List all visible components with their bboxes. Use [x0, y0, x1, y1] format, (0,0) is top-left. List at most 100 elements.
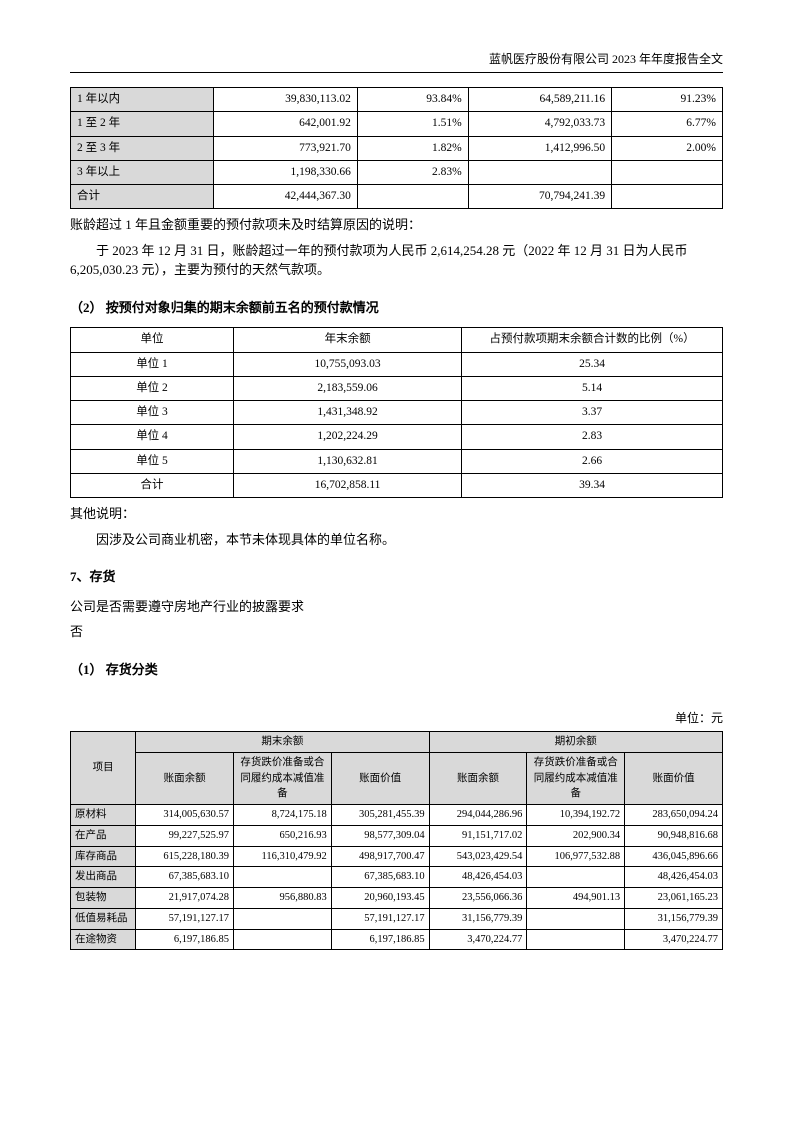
table-cell: 98,577,309.04 — [331, 825, 429, 846]
table-cell: 305,281,455.39 — [331, 805, 429, 826]
table-cell: 106,977,532.88 — [527, 846, 625, 867]
page-header: 蓝帆医疗股份有限公司 2023 年年度报告全文 — [70, 50, 723, 73]
table-cell: 202,900.34 — [527, 825, 625, 846]
table-cell — [233, 929, 331, 950]
t3-gh2: 期初余额 — [429, 732, 722, 753]
table-cell: 1,202,224.29 — [234, 425, 462, 449]
table-cell: 3,470,224.77 — [625, 929, 723, 950]
table-cell: 2.00% — [612, 136, 723, 160]
inventory-table: 项目 期末余额 期初余额 账面余额 存货跌价准备或合同履约成本减值准备 账面价值… — [70, 731, 723, 950]
sub1-title: （1） 存货分类 — [70, 660, 723, 680]
table-cell: 615,228,180.39 — [136, 846, 234, 867]
t3-gh1: 期末余额 — [136, 732, 429, 753]
table-cell: 2.83 — [462, 425, 723, 449]
table-cell: 1,130,632.81 — [234, 449, 462, 473]
table-cell: 956,880.83 — [233, 888, 331, 909]
t3-sh2: 账面价值 — [331, 752, 429, 804]
table-cell: 39.34 — [462, 473, 723, 497]
t2-h0: 单位 — [71, 328, 234, 352]
table-cell: 67,385,683.10 — [331, 867, 429, 888]
table-cell: 498,917,700.47 — [331, 846, 429, 867]
table-cell: 1.82% — [357, 136, 468, 160]
table-cell: 57,191,127.17 — [136, 908, 234, 929]
section2-title: （2） 按预付对象归集的期末余额前五名的预付款情况 — [70, 298, 723, 318]
table-cell: 在产品 — [71, 825, 136, 846]
table-cell: 91.23% — [612, 88, 723, 112]
table-cell: 6,197,186.85 — [136, 929, 234, 950]
table-cell: 283,650,094.24 — [625, 805, 723, 826]
table-cell: 91,151,717.02 — [429, 825, 527, 846]
t2-h1: 年末余额 — [234, 328, 462, 352]
other-note-label: 其他说明： — [70, 504, 723, 524]
table-cell: 23,556,066.36 — [429, 888, 527, 909]
t3-sh5: 账面价值 — [625, 752, 723, 804]
t3-sh0: 账面余额 — [136, 752, 234, 804]
table-cell: 3.37 — [462, 401, 723, 425]
table-cell: 70,794,241.39 — [468, 185, 611, 209]
table-cell: 494,901.13 — [527, 888, 625, 909]
table-cell: 1.51% — [357, 112, 468, 136]
table-cell: 93.84% — [357, 88, 468, 112]
table-cell: 2.66 — [462, 449, 723, 473]
table-cell: 单位 4 — [71, 425, 234, 449]
req-question: 公司是否需要遵守房地产行业的披露要求 — [70, 597, 723, 617]
table-cell: 3,470,224.77 — [429, 929, 527, 950]
table-cell: 99,227,525.97 — [136, 825, 234, 846]
table-cell — [612, 160, 723, 184]
table-cell: 31,156,779.39 — [625, 908, 723, 929]
table-cell: 单位 2 — [71, 376, 234, 400]
aging-table: 1 年以内39,830,113.0293.84%64,589,211.1691.… — [70, 87, 723, 209]
table-cell — [527, 929, 625, 950]
table-cell: 116,310,479.92 — [233, 846, 331, 867]
table-cell: 1 至 2 年 — [71, 112, 214, 136]
table-cell — [612, 185, 723, 209]
table-cell: 1,198,330.66 — [214, 160, 357, 184]
table-cell: 低值易耗品 — [71, 908, 136, 929]
table-cell: 48,426,454.03 — [625, 867, 723, 888]
table-cell: 39,830,113.02 — [214, 88, 357, 112]
table-cell: 314,005,630.57 — [136, 805, 234, 826]
table-cell: 773,921.70 — [214, 136, 357, 160]
section7-title: 7、存货 — [70, 567, 723, 587]
table-cell: 1 年以内 — [71, 88, 214, 112]
t2-h2: 占预付款项期末余额合计数的比例（%） — [462, 328, 723, 352]
table-cell: 库存商品 — [71, 846, 136, 867]
table-cell: 1,412,996.50 — [468, 136, 611, 160]
t3-gh0: 项目 — [71, 732, 136, 805]
table-cell: 642,001.92 — [214, 112, 357, 136]
top5-prepayment-table: 单位 年末余额 占预付款项期末余额合计数的比例（%） 单位 110,755,09… — [70, 327, 723, 498]
unit-label: 单位：元 — [70, 709, 723, 727]
table-cell: 单位 5 — [71, 449, 234, 473]
table-cell: 单位 3 — [71, 401, 234, 425]
note1-label: 账龄超过 1 年且金额重要的预付款项未及时结算原因的说明： — [70, 215, 723, 235]
table-cell: 4,792,033.73 — [468, 112, 611, 136]
table-cell: 23,061,165.23 — [625, 888, 723, 909]
table-cell: 10,755,093.03 — [234, 352, 462, 376]
table-cell — [468, 160, 611, 184]
table-cell: 294,044,286.96 — [429, 805, 527, 826]
table-cell: 48,426,454.03 — [429, 867, 527, 888]
table-cell: 67,385,683.10 — [136, 867, 234, 888]
table-cell: 650,216.93 — [233, 825, 331, 846]
table-cell: 90,948,816.68 — [625, 825, 723, 846]
t3-sh4: 存货跌价准备或合同履约成本减值准备 — [527, 752, 625, 804]
table-cell — [233, 867, 331, 888]
table-cell: 5.14 — [462, 376, 723, 400]
table-cell: 42,444,367.30 — [214, 185, 357, 209]
table-cell: 发出商品 — [71, 867, 136, 888]
table-cell — [233, 908, 331, 929]
table-cell: 64,589,211.16 — [468, 88, 611, 112]
table-cell: 8,724,175.18 — [233, 805, 331, 826]
table-cell: 在途物资 — [71, 929, 136, 950]
table-cell: 20,960,193.45 — [331, 888, 429, 909]
table-cell: 原材料 — [71, 805, 136, 826]
table-cell — [527, 867, 625, 888]
table-cell: 2 至 3 年 — [71, 136, 214, 160]
table-cell — [527, 908, 625, 929]
table-cell — [357, 185, 468, 209]
req-answer: 否 — [70, 622, 723, 642]
table-cell: 合计 — [71, 473, 234, 497]
table-cell: 6.77% — [612, 112, 723, 136]
other-note-body: 因涉及公司商业机密，本节未体现具体的单位名称。 — [70, 530, 723, 550]
table-cell: 16,702,858.11 — [234, 473, 462, 497]
